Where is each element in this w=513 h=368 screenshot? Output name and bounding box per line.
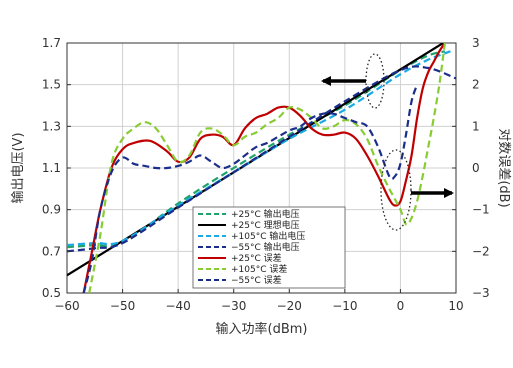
- series-line-6: [82, 84, 419, 293]
- y-tick-label: 0.9: [42, 203, 61, 217]
- x-tick-label: 0: [397, 299, 405, 313]
- x-tick-label: −50: [110, 299, 135, 313]
- legend-label-0: +25°C 输出电压: [231, 208, 300, 220]
- axes-layer: −60 −50 −40 −30 −20 −10 0 100.50.70.91.11.31.51…: [10, 36, 511, 337]
- legend-label-6: −55°C 误差: [231, 274, 282, 286]
- x-tick-label: −10: [332, 299, 357, 313]
- series-line-0: [67, 50, 446, 249]
- legend-label-5: +105°C 误差: [231, 263, 287, 275]
- legend-label-2: +105°C 输出电压: [231, 230, 305, 242]
- y-tick-label: 1.1: [42, 161, 61, 175]
- y2-tick-label: 2: [472, 78, 480, 92]
- x-tick-label: 10: [448, 299, 463, 313]
- annotation-layer: [321, 53, 454, 231]
- y2-tick-label: 0: [472, 161, 480, 175]
- y-tick-label: 1.7: [42, 36, 61, 50]
- annotation-ellipse-upper: [365, 53, 385, 109]
- y-tick-label: 1.3: [42, 119, 61, 133]
- x-tick-label: −20: [277, 299, 302, 313]
- y-tick-label: 0.7: [42, 244, 61, 258]
- y2-tick-label: 3: [472, 36, 480, 50]
- y-axis-label: 输出电压(V): [10, 132, 26, 203]
- legend: +25°C 输出电压+25°C 理想电压+105°C 输出电压−55°C 输出电…: [192, 206, 346, 289]
- y2-tick-label: −1: [472, 203, 490, 217]
- legend-label-3: −55°C 输出电压: [231, 241, 300, 253]
- x-tick-label: −40: [165, 299, 190, 313]
- legend-label-4: +25°C 误差: [231, 252, 282, 264]
- y2-tick-label: −3: [472, 286, 490, 300]
- annotation-ellipse-lower: [380, 149, 412, 231]
- y-tick-label: 0.5: [42, 286, 61, 300]
- x-tick-label: −30: [221, 299, 246, 313]
- y-tick-label: 1.5: [42, 78, 61, 92]
- y2-tick-label: 1: [472, 119, 480, 133]
- series-line-4: [82, 43, 446, 293]
- series-line-5: [88, 43, 446, 293]
- series-line-3: [67, 65, 456, 253]
- legend-label-1: +25°C 理想电压: [231, 219, 300, 231]
- series-layer: [67, 43, 456, 293]
- y2-tick-label: −2: [472, 244, 490, 258]
- x-tick-label: −60: [54, 299, 79, 313]
- x-axis-label: 输入功率(dBm): [216, 321, 308, 337]
- y2-axis-label: 对数误差(dB): [496, 128, 511, 207]
